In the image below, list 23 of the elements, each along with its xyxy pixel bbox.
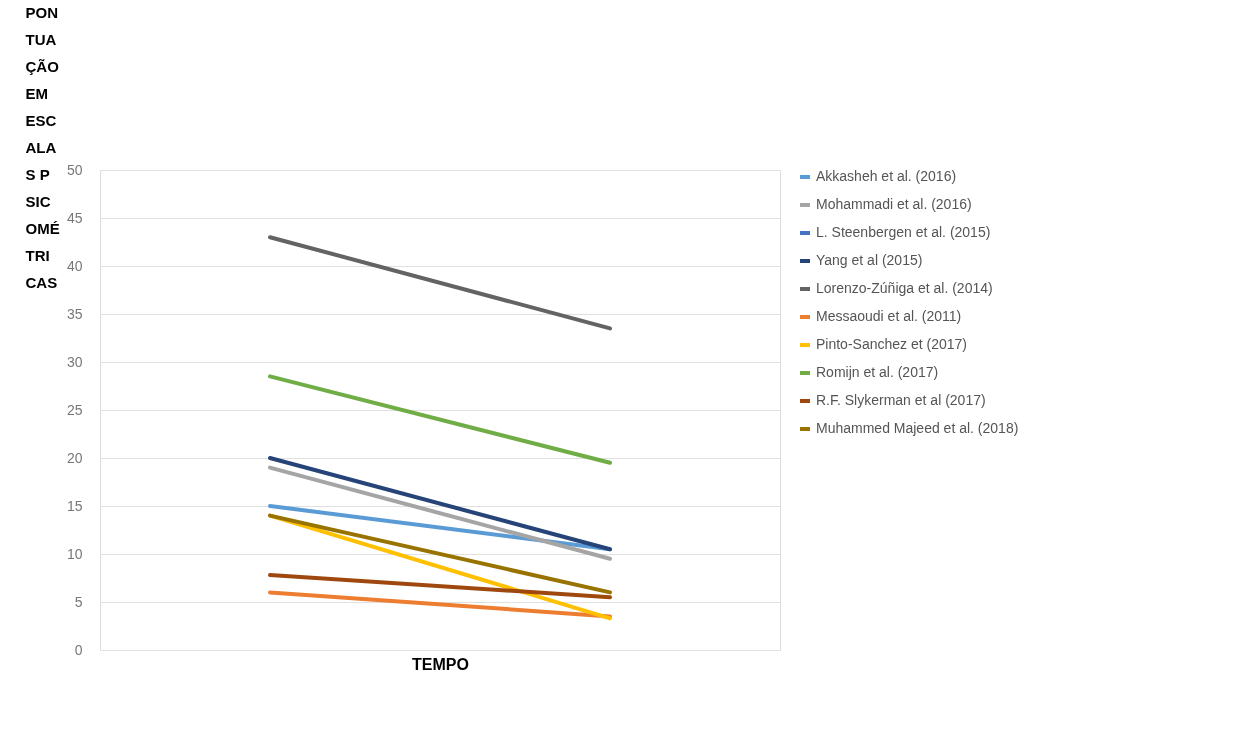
legend-label: Messaoudi et al. (2011) (816, 308, 962, 324)
text: PONTUAÇÃO EM ESCALAS PSICOMÉTRICAS (25, 3, 60, 291)
y-tick-label: 0 (74, 641, 83, 658)
legend-label: Yang et al (2015) (816, 252, 923, 268)
legend-label: Akkasheh et al. (2016) (816, 168, 957, 184)
legend-label: Pinto-Sanchez et (2017) (816, 336, 967, 352)
legend-label: R.F. Slykerman et al (2017) (816, 392, 986, 408)
legend-label: Mohammadi et al. (2016) (816, 196, 972, 212)
legend-label: L. Steenbergen et al. (2015) (816, 224, 991, 240)
y-tick-label: 10 (66, 545, 83, 562)
y-tick-label: 5 (74, 593, 83, 610)
y-tick-label: 25 (66, 401, 83, 418)
y-tick-label: 35 (66, 305, 83, 322)
y-tick-label: 20 (66, 449, 83, 466)
legend-label: Lorenzo-Zúñiga et al. (2014) (816, 280, 993, 296)
y-tick-label: 40 (66, 257, 83, 274)
y-tick-label: 45 (66, 209, 83, 226)
y-tick-label: 15 (66, 497, 83, 514)
x-axis-title: TEMPO (412, 655, 469, 673)
legend-label: Romijn et al. (2017) (816, 364, 939, 380)
y-tick-label: 30 (66, 353, 83, 370)
legend-label: Muhammed Majeed et al. (2018) (816, 420, 1019, 436)
y-tick-label: 50 (66, 161, 83, 178)
